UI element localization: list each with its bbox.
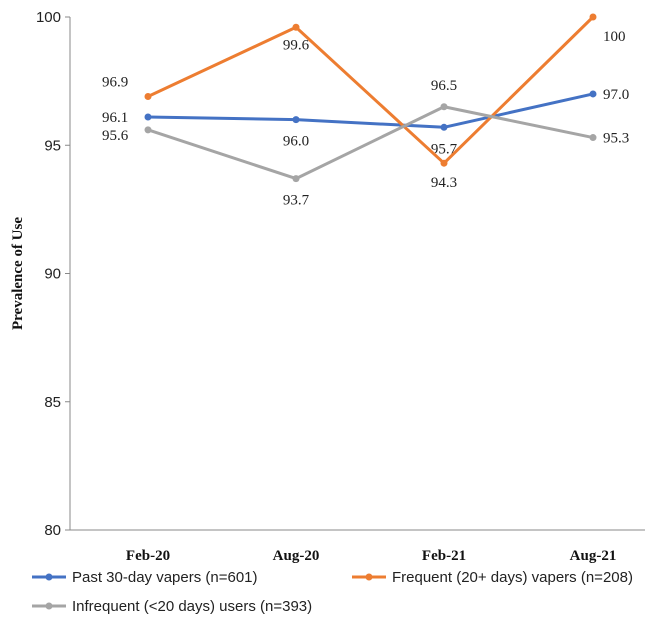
y-tick-label: 95 — [44, 137, 61, 154]
data-point — [292, 175, 300, 183]
data-label: 96.1 — [102, 110, 128, 126]
data-point — [144, 113, 152, 121]
y-tick-label: 90 — [44, 266, 61, 283]
data-point — [589, 13, 597, 21]
data-label: 94.3 — [431, 175, 457, 191]
series-line — [147, 105, 594, 181]
y-axis-title: Prevalence of Use — [10, 217, 26, 330]
x-tick-label: Aug-20 — [273, 548, 320, 564]
data-point — [440, 123, 448, 131]
data-point — [292, 116, 300, 124]
data-label: 99.6 — [283, 37, 310, 53]
x-tick-label: Feb-21 — [422, 548, 466, 564]
data-label: 95.6 — [102, 128, 129, 144]
y-tick-label: 100 — [36, 9, 61, 26]
data-point — [144, 93, 152, 101]
data-label: 100 — [603, 29, 626, 45]
data-point — [144, 126, 152, 134]
legend-label: Infrequent (<20 days) users (n=393) — [72, 598, 312, 615]
y-tick-label: 85 — [44, 394, 61, 411]
series-line — [147, 92, 594, 129]
legend-marker — [365, 573, 373, 581]
data-label: 96.9 — [102, 75, 128, 91]
data-point — [440, 103, 448, 111]
data-label: 93.7 — [283, 193, 310, 209]
data-label: 97.0 — [603, 87, 629, 103]
legend-label: Past 30-day vapers (n=601) — [72, 569, 258, 586]
data-label: 95.7 — [431, 141, 458, 157]
data-point — [292, 23, 300, 31]
data-point — [589, 134, 597, 142]
legend-marker — [45, 602, 53, 610]
x-tick-label: Feb-20 — [126, 548, 170, 564]
data-label: 95.3 — [603, 131, 629, 147]
legend-marker — [45, 573, 53, 581]
data-label: 96.0 — [283, 134, 309, 150]
data-point — [440, 159, 448, 167]
legend-label: Frequent (20+ days) vapers (n=208) — [392, 569, 633, 586]
series-line — [147, 15, 595, 165]
y-tick-label: 80 — [44, 522, 61, 539]
data-label: 96.5 — [431, 78, 457, 94]
data-point — [589, 90, 597, 98]
x-tick-label: Aug-21 — [570, 548, 617, 564]
